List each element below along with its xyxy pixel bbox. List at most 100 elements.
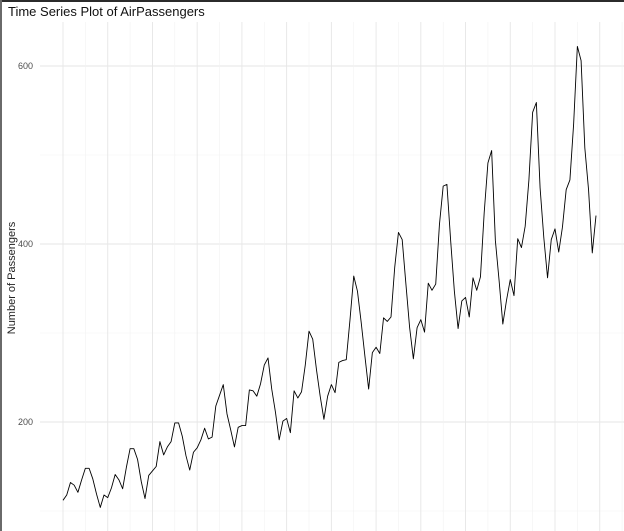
data-point — [331, 384, 332, 385]
data-point — [92, 479, 93, 480]
data-point — [577, 46, 578, 47]
data-point — [309, 331, 310, 332]
data-point — [342, 360, 343, 361]
data-point — [74, 485, 75, 486]
data-point — [484, 212, 485, 213]
data-point — [178, 422, 179, 423]
y-tick-label: 400 — [18, 239, 33, 249]
data-point — [510, 279, 511, 280]
data-point — [450, 240, 451, 241]
data-point — [499, 280, 500, 281]
data-point — [256, 396, 257, 397]
data-point — [253, 390, 254, 391]
data-point — [234, 447, 235, 448]
data-point — [111, 487, 112, 488]
data-point — [338, 362, 339, 363]
data-point — [532, 112, 533, 113]
data-point — [424, 332, 425, 333]
data-point — [145, 498, 146, 499]
data-point — [514, 295, 515, 296]
data-point — [368, 389, 369, 390]
data-point — [294, 390, 295, 391]
chart-title: Time Series Plot of AirPassengers — [8, 4, 205, 19]
data-point — [290, 432, 291, 433]
data-point — [521, 247, 522, 248]
data-point — [227, 414, 228, 415]
data-point — [529, 180, 530, 181]
data-point — [264, 365, 265, 366]
data-point — [286, 418, 287, 419]
data-point — [543, 237, 544, 238]
data-point — [383, 317, 384, 318]
data-point — [70, 482, 71, 483]
series-line — [62, 45, 597, 508]
data-point — [137, 459, 138, 460]
data-point — [320, 396, 321, 397]
y-tick-labels: 200 400 600 — [18, 61, 33, 427]
data-point — [588, 189, 589, 190]
data-point — [420, 319, 421, 320]
data-point — [141, 481, 142, 482]
data-point — [573, 123, 574, 124]
data-point — [119, 479, 120, 480]
data-point — [260, 383, 261, 384]
data-point — [130, 448, 131, 449]
data-point — [174, 422, 175, 423]
data-point — [454, 291, 455, 292]
data-point — [156, 466, 157, 467]
data-point — [152, 471, 153, 472]
data-point — [104, 495, 105, 496]
data-point — [402, 239, 403, 240]
data-point — [391, 317, 392, 318]
data-point — [160, 441, 161, 442]
data-point — [305, 365, 306, 366]
data-point — [268, 358, 269, 359]
data-point — [517, 238, 518, 239]
data-point — [525, 226, 526, 227]
data-point — [148, 475, 149, 476]
data-point — [480, 277, 481, 278]
data-point — [491, 150, 492, 151]
data-point — [443, 186, 444, 187]
data-point — [197, 447, 198, 448]
data-point — [208, 439, 209, 440]
data-point — [215, 406, 216, 407]
data-point — [327, 396, 328, 397]
data-point — [357, 291, 358, 292]
data-point — [435, 284, 436, 285]
data-point — [365, 356, 366, 357]
data-point — [301, 391, 302, 392]
data-point — [592, 253, 593, 254]
data-point — [115, 474, 116, 475]
data-point — [570, 180, 571, 181]
data-point — [312, 339, 313, 340]
data-point — [63, 500, 64, 501]
data-point — [324, 419, 325, 420]
data-point — [350, 319, 351, 320]
data-point — [506, 300, 507, 301]
y-tick-label: 600 — [18, 61, 33, 71]
data-point — [566, 189, 567, 190]
data-point — [584, 147, 585, 148]
data-point — [126, 467, 127, 468]
data-point — [189, 470, 190, 471]
data-point — [193, 452, 194, 453]
series-layer — [62, 45, 597, 508]
data-point — [428, 283, 429, 284]
data-point — [562, 227, 563, 228]
data-point — [163, 455, 164, 456]
data-point — [398, 232, 399, 233]
data-point — [447, 184, 448, 185]
data-point — [223, 384, 224, 385]
data-point — [417, 327, 418, 328]
data-point — [502, 324, 503, 325]
data-point — [469, 317, 470, 318]
y-tick-label: 200 — [18, 417, 33, 427]
data-point — [85, 468, 86, 469]
data-point — [547, 277, 548, 278]
data-point — [335, 392, 336, 393]
data-point — [353, 276, 354, 277]
data-point — [275, 412, 276, 413]
data-point — [238, 427, 239, 428]
data-point — [245, 425, 246, 426]
